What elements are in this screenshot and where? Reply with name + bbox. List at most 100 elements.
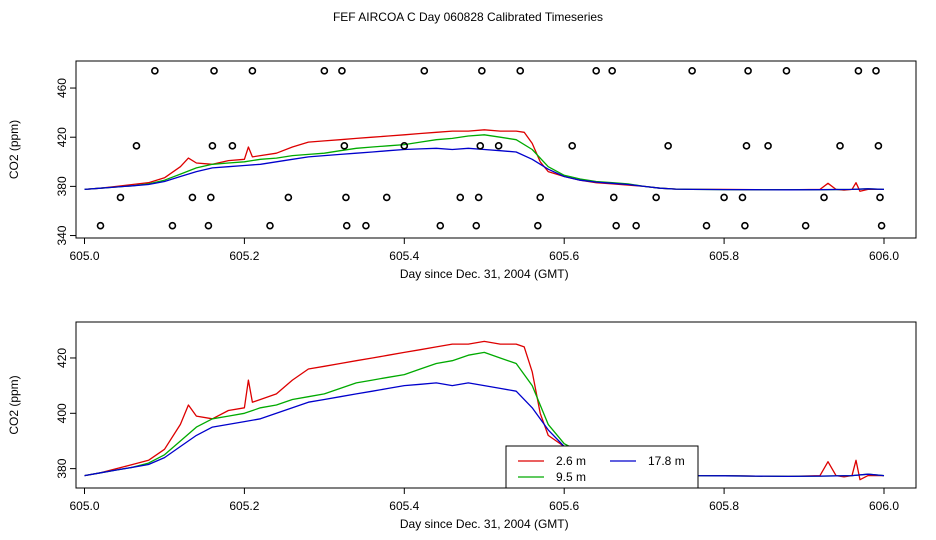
calibration-point bbox=[208, 142, 217, 150]
calibration-point bbox=[420, 67, 429, 75]
legend-label: 17.8 m bbox=[648, 454, 685, 468]
x-tick-label: 605.4 bbox=[389, 249, 419, 263]
calibration-point bbox=[742, 142, 751, 150]
calibration-point bbox=[382, 193, 391, 202]
y-tick-label: 400 bbox=[55, 403, 69, 423]
calibration-point bbox=[204, 221, 213, 230]
top-panel: 605.0 605.2 605.4 605.6 605.8 606.0 340 380 420 4… bbox=[7, 60, 917, 281]
calibration-point bbox=[516, 67, 525, 75]
calibration-point bbox=[741, 221, 749, 230]
series-line-95m bbox=[84, 134, 885, 191]
calibration-point bbox=[874, 142, 883, 150]
plot-frame bbox=[75, 321, 917, 489]
calibration-point bbox=[436, 221, 445, 230]
x-tick-label: 605.6 bbox=[549, 249, 579, 263]
bottom-panel: 605.0 605.2 605.4 605.6 605.8 606.0 380 400 420 D… bbox=[7, 321, 917, 531]
y-tick-label: 420 bbox=[55, 127, 69, 147]
series-line-26m bbox=[84, 129, 884, 192]
series-line-178m bbox=[84, 382, 885, 478]
calibration-point bbox=[400, 142, 409, 150]
calibration-point bbox=[738, 193, 747, 202]
legend-box bbox=[505, 445, 699, 489]
calibration-point bbox=[820, 193, 828, 202]
x-tick-label: 605.8 bbox=[709, 249, 739, 263]
chart-title: FEF AIRCOA C Day 060828 Calibrated Times… bbox=[332, 10, 604, 24]
calibration-point bbox=[854, 67, 863, 75]
series-group bbox=[84, 129, 885, 192]
calibration-point bbox=[592, 67, 600, 75]
x-tick-label: 605.0 bbox=[69, 499, 99, 513]
calibration-point bbox=[836, 142, 844, 150]
calibration-point bbox=[151, 67, 159, 75]
y-tick-label: 380 bbox=[55, 176, 69, 196]
calibration-point bbox=[764, 142, 772, 150]
x-tick-label: 606.0 bbox=[869, 499, 899, 513]
calibration-point bbox=[782, 67, 791, 75]
calibration-point bbox=[702, 221, 711, 230]
calibration-point bbox=[474, 193, 483, 202]
calibration-point bbox=[876, 193, 884, 202]
x-axis-label: Day since Dec. 31, 2004 (GMT) bbox=[400, 267, 569, 281]
calibration-point bbox=[609, 193, 618, 202]
calibration-point bbox=[720, 193, 728, 202]
calibration-point bbox=[476, 142, 485, 150]
calibration-point bbox=[568, 142, 576, 150]
calibration-point bbox=[96, 221, 105, 230]
calibration-point bbox=[168, 221, 177, 230]
calibration-point bbox=[338, 67, 346, 75]
calibration-point bbox=[608, 67, 616, 75]
calibration-point bbox=[612, 221, 620, 230]
calibration-point bbox=[342, 221, 351, 230]
calibration-point bbox=[132, 142, 141, 150]
y-axis-label: CO2 (ppm) bbox=[7, 375, 21, 434]
series-group bbox=[84, 340, 885, 481]
calibration-point bbox=[284, 193, 293, 202]
x-axis-label: Day since Dec. 31, 2004 (GMT) bbox=[400, 517, 569, 531]
calibration-point bbox=[472, 221, 481, 230]
calibration-point bbox=[188, 193, 197, 202]
calibration-point bbox=[744, 67, 752, 75]
calibration-point bbox=[340, 142, 349, 150]
calibration-point bbox=[207, 193, 215, 202]
calibration-point bbox=[362, 221, 370, 230]
y-tick-label: 380 bbox=[55, 458, 69, 478]
calibration-point bbox=[534, 221, 542, 230]
x-tick-label: 605.4 bbox=[389, 499, 419, 513]
y-axis-label: CO2 (ppm) bbox=[7, 120, 21, 179]
legend: 2.6 m 9.5 m 17.8 m bbox=[505, 445, 699, 489]
calibration-point bbox=[536, 193, 545, 202]
calibration-point bbox=[210, 67, 218, 75]
calibration-point bbox=[228, 142, 237, 150]
calibration-point bbox=[801, 221, 810, 230]
series-line-95m bbox=[84, 351, 885, 478]
x-tick-label: 605.0 bbox=[69, 249, 99, 263]
calibration-point bbox=[494, 142, 503, 150]
calibration-point bbox=[456, 193, 465, 202]
series-line-26m bbox=[84, 340, 884, 481]
y-tick-label: 340 bbox=[55, 225, 69, 245]
calibration-point bbox=[266, 221, 274, 230]
calibration-point bbox=[688, 67, 696, 75]
calibration-point bbox=[664, 142, 672, 150]
calibration-point bbox=[877, 221, 886, 230]
calibration-point bbox=[342, 193, 350, 202]
series-line-178m bbox=[84, 147, 885, 191]
x-tick-label: 605.6 bbox=[549, 499, 579, 513]
calibration-point bbox=[248, 67, 257, 75]
x-tick-label: 605.2 bbox=[229, 499, 259, 513]
calibration-point bbox=[872, 67, 880, 75]
legend-label: 2.6 m bbox=[556, 454, 586, 468]
legend-label: 9.5 m bbox=[556, 470, 586, 484]
calibration-point bbox=[320, 67, 329, 75]
x-tick-label: 605.2 bbox=[229, 249, 259, 263]
y-tick-label: 420 bbox=[55, 348, 69, 368]
calibration-point bbox=[652, 193, 660, 202]
x-tick-label: 605.8 bbox=[709, 499, 739, 513]
calibration-point bbox=[478, 67, 486, 75]
calibration-point bbox=[632, 221, 640, 230]
y-tick-label: 460 bbox=[55, 78, 69, 98]
x-tick-label: 606.0 bbox=[869, 249, 899, 263]
plot-frame bbox=[75, 60, 917, 239]
calibration-point bbox=[116, 193, 125, 202]
